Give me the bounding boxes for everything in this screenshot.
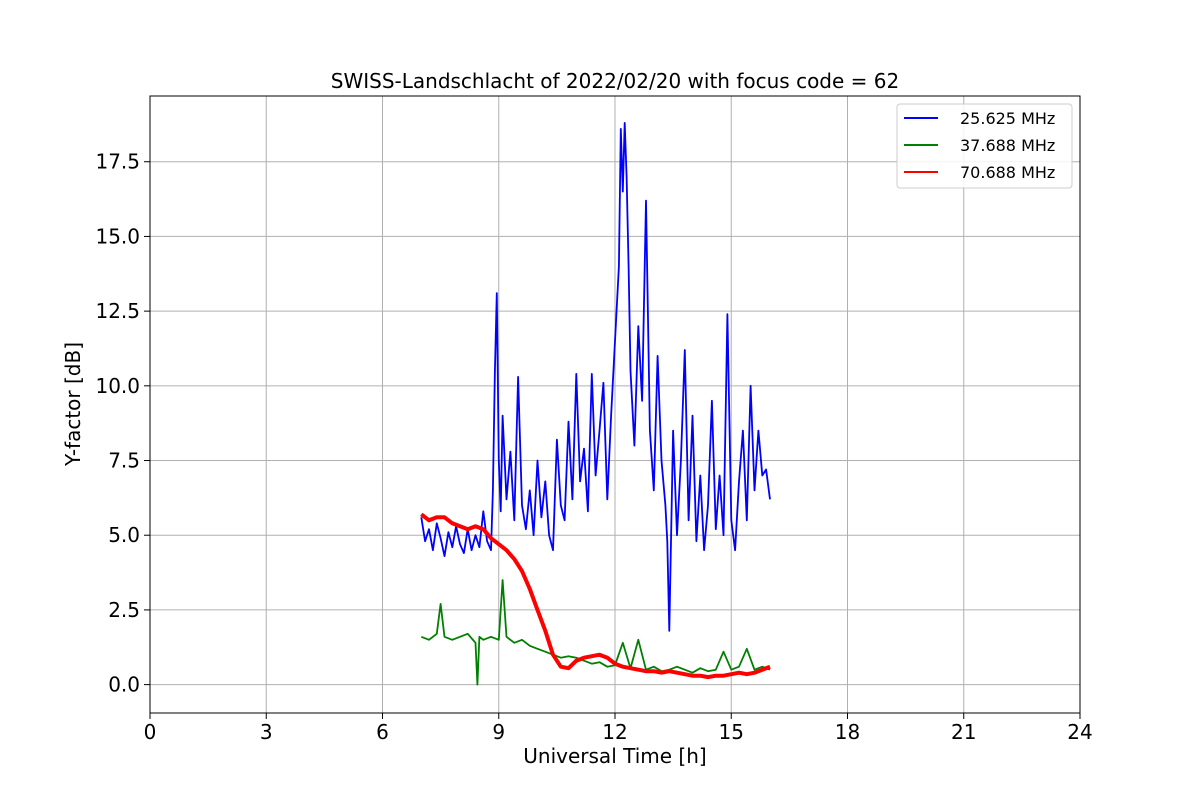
plot-area (420, 122, 771, 686)
y-tick-label: 5.0 (108, 523, 140, 547)
x-tick-label: 21 (951, 720, 976, 744)
y-tick-label: 10.0 (95, 374, 140, 398)
legend: 25.625 MHz 37.688 MHz 70.688 MHz (896, 103, 1073, 189)
y-tick-label: 17.5 (95, 150, 140, 174)
y-tick-label: 15.0 (95, 224, 140, 248)
x-ticks: 0 3 6 9 12 15 18 21 24 (144, 713, 1093, 744)
series-layer (420, 122, 771, 686)
grid (149, 96, 1081, 713)
legend-label: 70.688 MHz (960, 163, 1055, 182)
chart-title: SWISS-Landschlacht of 2022/02/20 with fo… (331, 69, 899, 93)
x-tick-label: 24 (1067, 720, 1092, 744)
legend-label: 25.625 MHz (960, 109, 1055, 128)
series-line-1 (420, 122, 771, 632)
y-tick-label: 7.5 (108, 449, 140, 473)
x-tick-label: 3 (260, 720, 273, 744)
series-line-3 (420, 512, 771, 680)
x-tick-label: 0 (144, 720, 157, 744)
y-tick-label: 2.5 (108, 598, 140, 622)
legend-box (896, 103, 1073, 189)
x-axis-label: Universal Time [h] (523, 744, 706, 768)
y-ticks: 0.0 2.5 5.0 7.5 10.0 12.5 15.0 17.5 (95, 150, 150, 697)
x-tick-label: 6 (376, 720, 389, 744)
x-tick-label: 9 (492, 720, 505, 744)
x-tick-label: 12 (602, 720, 627, 744)
series-line-2 (420, 579, 771, 686)
x-tick-label: 15 (719, 720, 744, 744)
y-tick-label: 0.0 (108, 673, 140, 697)
y-tick-label: 12.5 (95, 299, 140, 323)
legend-label: 37.688 MHz (960, 136, 1055, 155)
x-tick-label: 18 (835, 720, 860, 744)
y-axis-label: Y-factor [dB] (61, 342, 85, 467)
